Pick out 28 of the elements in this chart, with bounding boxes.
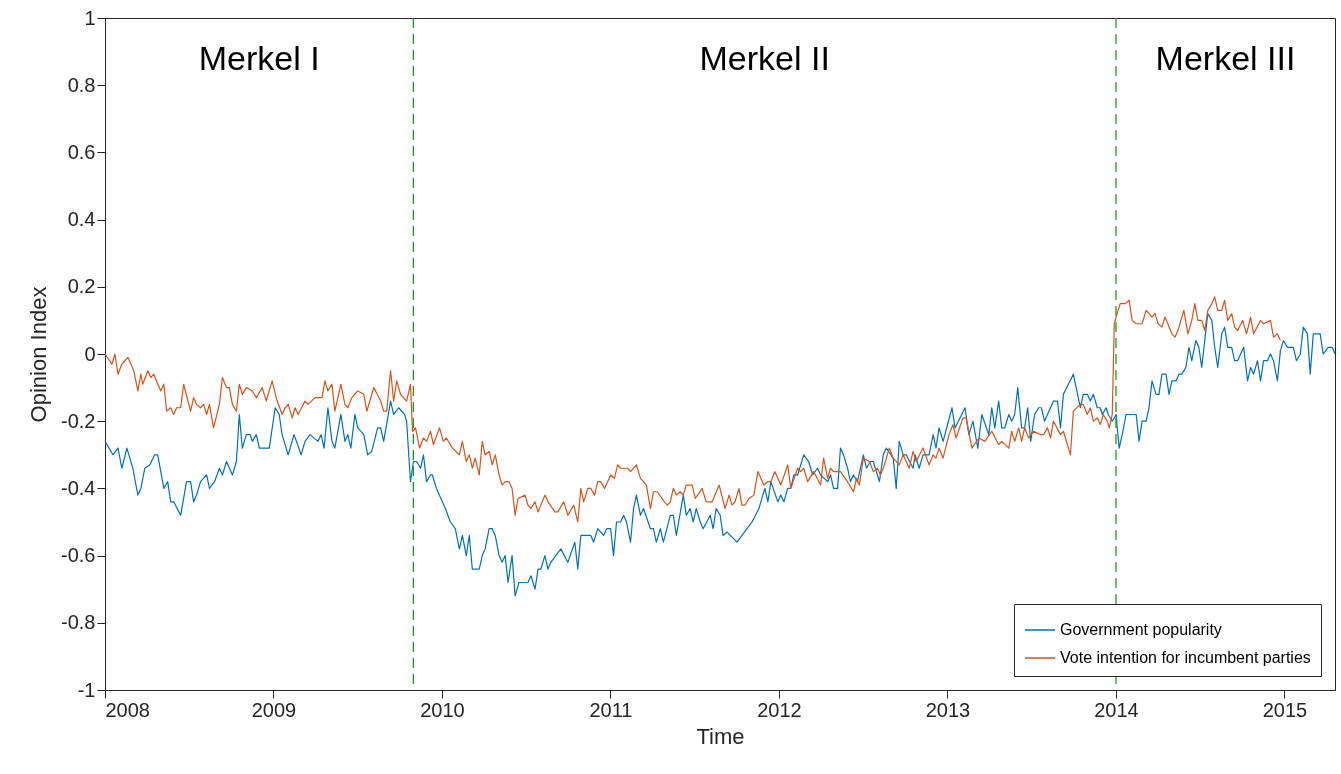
- y-tick-label: 0.4: [67, 208, 96, 231]
- annotation: Merkel II: [699, 39, 830, 77]
- x-tick-label: 2012: [757, 698, 802, 721]
- y-tick-label: -0.4: [61, 476, 96, 499]
- y-axis-title: Opinion Index: [26, 286, 52, 423]
- y-tick-label: 0.6: [67, 140, 96, 163]
- legend-label: Vote intention for incumbent parties: [1060, 649, 1311, 666]
- y-tick-label: 0.2: [67, 275, 96, 298]
- y-tick-label: -1: [77, 678, 96, 701]
- annotation: Merkel III: [1155, 39, 1296, 77]
- legend-label: Government popularity: [1060, 621, 1222, 638]
- x-tick-label: 2010: [420, 698, 465, 721]
- line-series: [104, 313, 1336, 597]
- x-tick-label: 2011: [589, 698, 633, 721]
- x-tick-label: 2013: [925, 698, 971, 721]
- x-tick-label: 2014: [1094, 698, 1139, 721]
- y-tick-label: -0.2: [61, 409, 96, 432]
- y-tick-label: -0.8: [61, 611, 96, 634]
- x-tick-label: 2009: [251, 698, 297, 721]
- annotation: Merkel I: [198, 39, 320, 77]
- x-axis-title: Time: [696, 723, 745, 749]
- y-tick-label: -0.6: [61, 544, 96, 567]
- x-tick-label: 2015: [1262, 698, 1308, 721]
- x-tick-label: 2008: [105, 698, 150, 721]
- y-tick-label: 0.8: [67, 73, 96, 96]
- y-tick-label: 1: [84, 6, 96, 29]
- line-series: [104, 296, 1282, 523]
- y-tick-label: 0: [84, 342, 96, 365]
